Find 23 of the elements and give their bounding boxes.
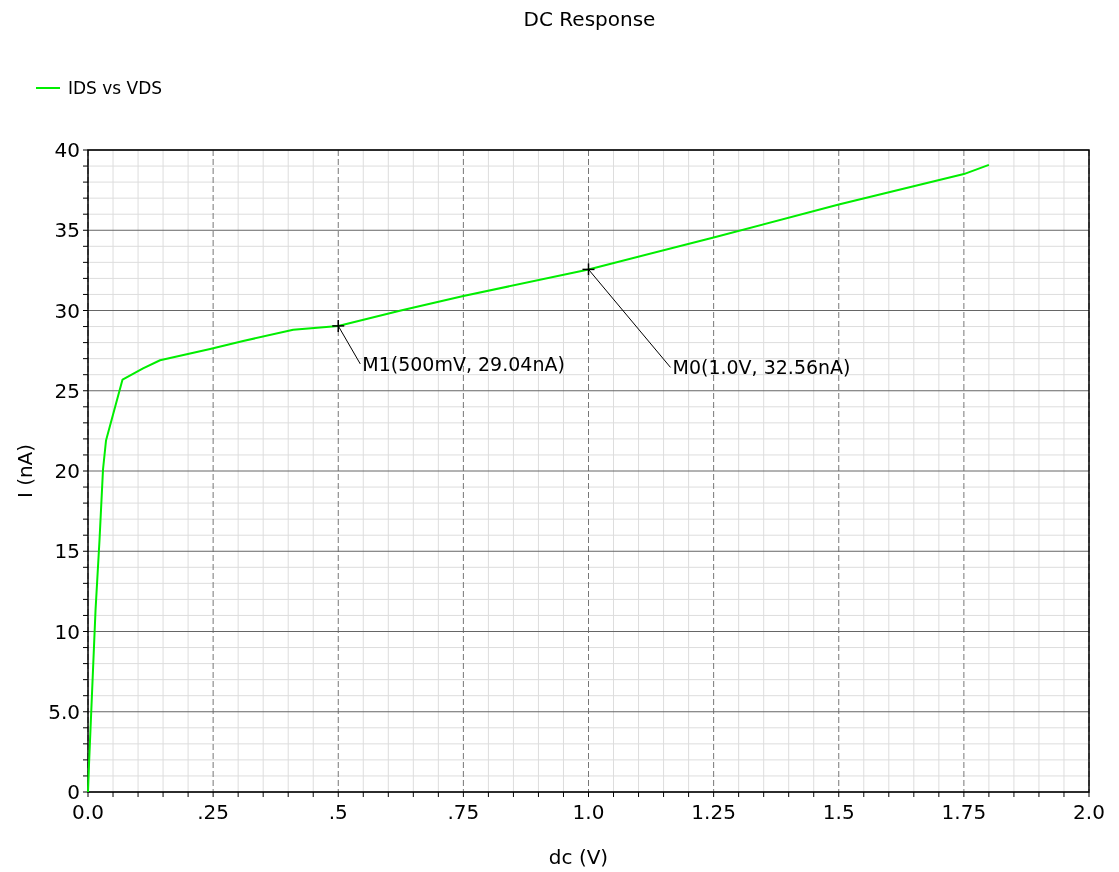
y-tick-label: 25 xyxy=(54,378,80,403)
x-tick-label: .75 xyxy=(447,800,480,824)
x-tick-label: 1.25 xyxy=(691,800,736,824)
y-tick-label: 35 xyxy=(54,218,80,243)
y-tick-label: 15 xyxy=(54,539,80,564)
y-tick-label: 10 xyxy=(54,619,80,644)
x-tick-label: 1.75 xyxy=(941,800,987,824)
y-tick-label: 20 xyxy=(54,459,80,483)
annotation: M0(1.0V, 32.56nA) xyxy=(672,356,851,379)
x-tick-label: 1.5 xyxy=(822,800,855,824)
y-axis-title: I (nA) xyxy=(13,443,37,499)
line-series xyxy=(87,163,990,793)
legend-label: IDS vs VDS xyxy=(68,78,163,98)
annotation: M1(500mV, 29.04nA) xyxy=(362,352,565,375)
x-tick-label: 1.0 xyxy=(572,800,605,824)
x-axis-title: dc (V) xyxy=(548,845,609,869)
y-tick-label: 40 xyxy=(54,138,80,162)
y-tick-label: 30 xyxy=(54,298,80,323)
chart-title: DC Response xyxy=(523,7,656,31)
x-tick-label: 2.0 xyxy=(1073,800,1105,824)
x-tick-label: .5 xyxy=(328,800,348,824)
x-tick-label: .25 xyxy=(197,800,230,824)
y-tick-label: 5.0 xyxy=(48,699,80,724)
